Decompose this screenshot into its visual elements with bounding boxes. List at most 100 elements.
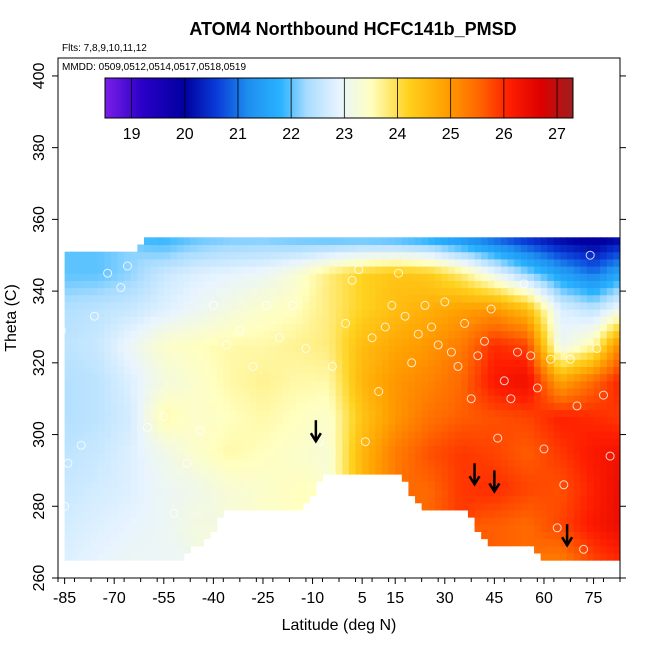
field-cell — [302, 237, 310, 246]
field-cell — [210, 474, 218, 482]
field-cell — [388, 395, 396, 403]
field-cell — [124, 502, 132, 511]
field-cell — [196, 387, 205, 396]
field-cell — [104, 538, 112, 547]
field-cell — [381, 452, 390, 461]
field-cell — [573, 373, 581, 382]
field-cell — [474, 380, 482, 389]
field-cell — [467, 359, 476, 368]
field-cell — [500, 474, 509, 482]
field-cell — [163, 301, 171, 310]
field-cell — [289, 280, 297, 289]
field-cell — [388, 266, 396, 274]
field-cell — [467, 402, 476, 411]
field-cell — [302, 488, 310, 497]
field-cell — [289, 423, 297, 432]
field-cell — [190, 402, 198, 411]
flight-point — [122, 261, 132, 271]
field-cell — [593, 402, 601, 411]
field-cell — [520, 452, 529, 461]
field-cell — [256, 438, 264, 446]
field-cell — [177, 438, 185, 446]
field-cell — [97, 309, 105, 317]
field-cell — [527, 481, 535, 489]
flight-point — [341, 318, 351, 328]
field-cell — [553, 402, 562, 411]
field-cell — [216, 244, 224, 253]
field-cell — [223, 330, 231, 339]
field-cell — [434, 316, 443, 324]
field-cell — [534, 352, 542, 360]
field-cell — [520, 251, 529, 260]
field-cell — [434, 337, 443, 346]
field-cell — [553, 309, 562, 317]
field-cell — [130, 481, 138, 489]
field-cell — [520, 244, 529, 253]
field-cell — [428, 474, 436, 482]
field-cell — [606, 287, 614, 296]
field-cell — [500, 258, 509, 267]
field-cell — [315, 438, 324, 446]
field-cell — [190, 430, 198, 439]
field-cell — [415, 438, 423, 446]
field-cell — [408, 280, 416, 289]
field-cell — [448, 287, 456, 296]
field-cell — [454, 244, 462, 253]
field-cell — [600, 488, 608, 497]
field-cell — [196, 359, 205, 368]
field-cell — [500, 301, 509, 310]
field-cell — [177, 495, 185, 504]
field-cell — [520, 316, 529, 324]
field-cell — [500, 395, 509, 403]
field-cell — [104, 366, 112, 375]
field-cell — [408, 409, 416, 418]
field-cell — [262, 258, 271, 267]
field-cell — [157, 352, 165, 360]
arrow-head — [488, 482, 501, 494]
field-cell — [110, 430, 119, 439]
field-cell — [540, 552, 548, 561]
field-cell — [229, 344, 238, 353]
field-cell — [117, 280, 125, 289]
field-cell — [428, 380, 436, 389]
field-cell — [560, 423, 568, 432]
field-cell — [547, 509, 555, 518]
field-cell — [500, 309, 509, 317]
field-cell — [547, 287, 555, 296]
field-cell — [553, 409, 562, 418]
field-cell — [170, 266, 178, 274]
field-cell — [421, 430, 429, 439]
field-cell — [467, 430, 476, 439]
field-cell — [262, 266, 271, 274]
field-cell — [137, 538, 145, 547]
field-cell — [467, 251, 476, 260]
field-cell — [408, 237, 416, 246]
field-cell — [170, 552, 178, 561]
field-cell — [170, 452, 178, 461]
field-cell — [302, 459, 310, 468]
field-cell — [289, 495, 297, 504]
field-cell — [355, 373, 363, 382]
colorbar-tick-label: 25 — [442, 126, 460, 143]
field-cell — [342, 359, 350, 368]
field-cell — [520, 330, 529, 339]
field-cell — [84, 280, 92, 289]
field-cell — [110, 402, 119, 411]
field-cell — [282, 251, 291, 260]
field-cell — [243, 366, 251, 375]
field-cell — [150, 280, 158, 289]
field-cell — [401, 416, 410, 425]
field-cell — [150, 301, 158, 310]
field-cell — [143, 409, 152, 418]
field-cell — [177, 359, 185, 368]
field-cell — [514, 337, 522, 346]
field-cell — [309, 373, 317, 382]
field-cell — [534, 323, 542, 332]
field-cell — [249, 251, 257, 260]
field-cell — [137, 387, 145, 396]
field-cell — [586, 309, 595, 317]
field-cell — [177, 280, 185, 289]
field-cell — [381, 251, 390, 260]
field-cell — [216, 430, 224, 439]
field-cell — [434, 495, 443, 504]
